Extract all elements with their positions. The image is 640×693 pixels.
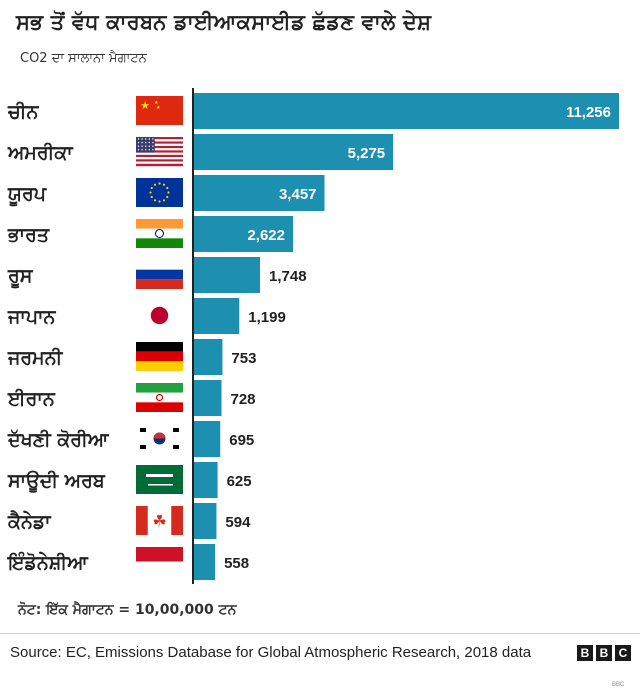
category-label: ਸਾਊਦੀ ਅਰਬ [7,469,106,494]
bar [194,462,218,498]
category-label: ਇੰਡੋਨੇਸ਼ੀਆ [7,551,89,574]
bbc-logo: B B C [577,645,631,661]
bar-row: ਯੂਰਪ 3,457 [7,175,325,211]
usa-flag-icon [136,137,183,167]
bar [194,298,240,334]
bar-row: ਜਾਪਾਨ 1,199 [7,298,286,334]
category-label: ਈਰਾਨ [7,387,56,410]
bar [194,421,221,457]
bar-row: ਇੰਡੋਨੇਸ਼ੀਆ 558 [7,544,249,580]
bar-row: ਚੀਨ ★ ★★ 11,256 [7,93,619,129]
iran-flag-icon [136,383,183,412]
bar [194,216,294,252]
svg-text:★: ★ [156,105,161,111]
value-label: 728 [230,391,255,408]
china-flag-icon: ★ ★★ [136,96,183,125]
source-text: Source: EC, Emissions Database for Globa… [10,644,532,661]
bar [194,175,325,211]
value-label: 11,256 [566,104,611,121]
canada-flag-icon: ☘ [136,506,183,535]
russia-flag-icon [136,260,183,289]
chart-subtitle: CO2 ਦਾ ਸਾਲਾਨਾ ਮੈਗਾਟਨ [20,51,147,66]
germany-flag-icon [136,342,183,371]
footnote: ਨੋਟ: ਇੱਕ ਮੈਗਾਟਨ = 10,00,000 ਟਨ [18,602,237,618]
category-label: ਰੂਸ [7,265,34,290]
value-label: 625 [227,473,252,490]
value-label: 594 [225,514,251,531]
logo-letter: B [577,645,593,661]
footer-divider [0,633,640,634]
bar [194,339,223,375]
south-korea-flag-icon [136,424,183,453]
value-label: 2,622 [247,227,285,244]
chart-title: ਸਭ ਤੋਂ ਵੱਧ ਕਾਰਬਨ ਡਾਈਆਕਸਾਈਡ ਛੱਡਣ ਵਾਲੇ ਦੇਸ… [16,10,432,34]
category-label: ਦੱਖਣੀ ਕੋਰੀਆ [7,428,110,451]
category-label: ਜਾਪਾਨ [7,306,57,328]
value-label: 3,457 [279,186,317,203]
bar-row: ਰੂਸ 1,748 [7,257,307,293]
bar [194,93,619,129]
value-label: 695 [229,432,254,449]
category-label: ਯੂਰਪ [7,183,48,208]
value-label: 1,199 [248,309,286,326]
india-flag-icon [136,219,183,248]
bar [194,544,216,580]
logo-letter: B [596,645,612,661]
bar-row: ਕੈਨੇਡਾ ☘ 594 [7,503,251,539]
value-label: 753 [231,350,256,367]
svg-text:★: ★ [154,100,159,106]
category-label: ਅਮਰੀਕਾ [7,141,74,164]
value-label: 5,275 [348,145,386,162]
bar [194,257,261,293]
bar [194,380,222,416]
bar-row: ਅਮਰੀਕਾ 5,275 [7,134,394,170]
logo-caption: BBC [612,682,625,688]
category-label: ਕੈਨੇਡਾ [7,509,52,533]
value-label: 558 [224,555,249,572]
saudi-arabia-flag-icon [136,465,183,494]
bar-row: ਦੱਖਣੀ ਕੋਰੀਆ 695 [7,421,254,457]
logo-letter: C [615,645,631,661]
svg-text:★: ★ [140,99,150,112]
bar-row: ਭਾਰਤ 2,622 [7,216,294,252]
bar-row: ਈਰਾਨ 728 [7,380,256,416]
svg-text:☘: ☘ [152,512,166,531]
japan-flag-icon [136,301,183,330]
bar-row: ਜਰਮਨੀ 753 [7,339,256,375]
indonesia-flag-icon [136,547,183,576]
bar [194,503,217,539]
category-label: ਭਾਰਤ [7,224,50,246]
value-label: 1,748 [269,268,307,285]
category-label: ਜਰਮਨੀ [7,346,64,369]
category-label: ਚੀਨ [7,100,40,123]
eu-flag-icon [136,178,183,207]
bar-row: ਸਾਊਦੀ ਅਰਬ 625 [7,462,252,498]
bar [194,134,394,170]
